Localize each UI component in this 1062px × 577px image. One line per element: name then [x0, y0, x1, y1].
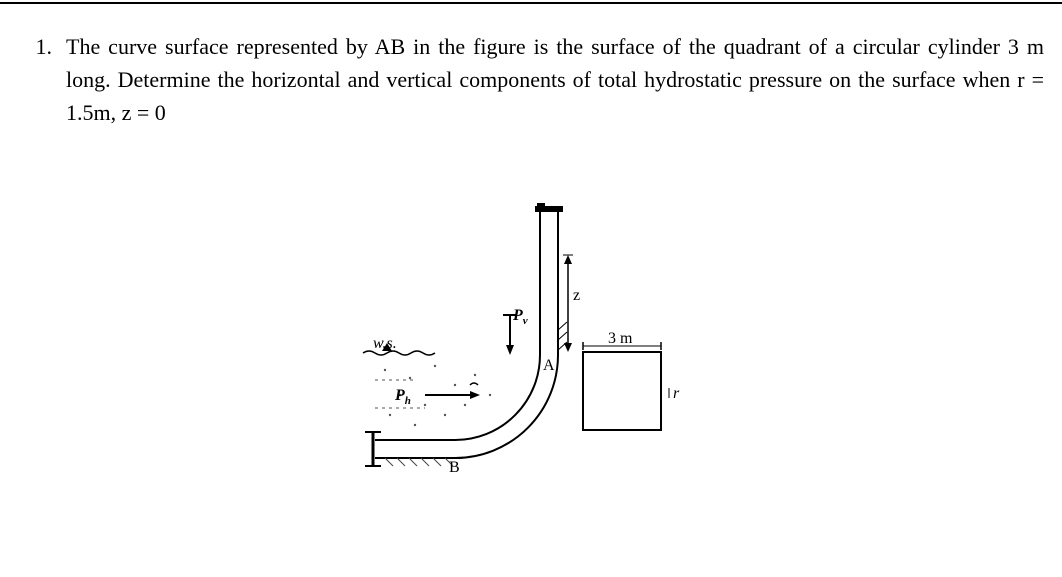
label-ph: Ph — [394, 387, 411, 407]
plan-view-square — [583, 352, 661, 430]
dimension-z — [563, 255, 573, 352]
curved-surface-ab — [365, 355, 558, 466]
problem-text: The curve surface represented by AB in t… — [58, 30, 1044, 129]
label-r: r — [673, 385, 680, 402]
figure-diagram: z 3 m r A B w.s. Pv Ph — [315, 200, 745, 500]
page-top-border — [0, 2, 1062, 4]
label-ws: w.s. — [373, 335, 397, 352]
label-3m: 3 m — [608, 330, 633, 347]
problem-statement: 1. The curve surface represented by AB i… — [18, 30, 1044, 129]
label-z: z — [573, 287, 580, 304]
label-pv: Pv — [512, 307, 528, 327]
label-b: B — [449, 459, 460, 476]
vertical-wall — [535, 203, 567, 355]
ph-arrow — [425, 383, 480, 399]
water-surface — [363, 343, 491, 426]
label-a: A — [543, 357, 555, 374]
problem-number: 1. — [18, 30, 58, 63]
